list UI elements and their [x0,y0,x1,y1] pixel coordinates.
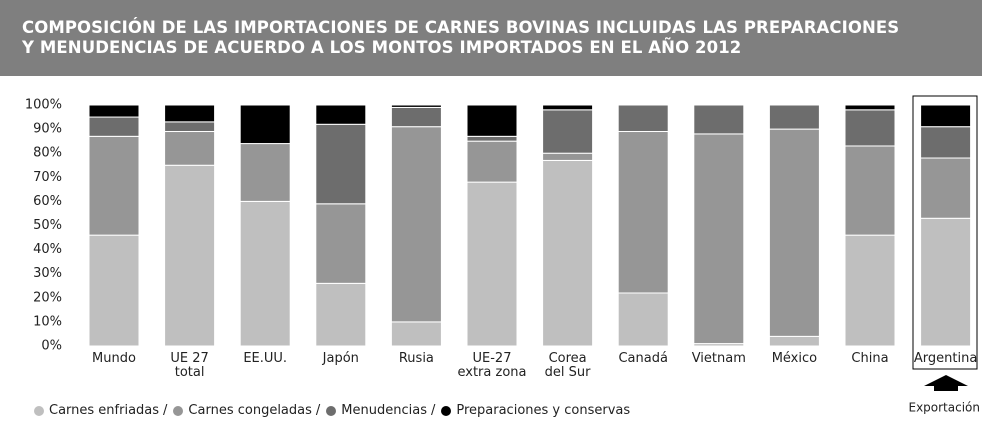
x-tick-label: UE 27 total [170,351,209,380]
legend-label: Carnes enfriadas [49,403,160,418]
legend-separator: / [163,403,168,418]
bar-segment [164,131,216,166]
x-tick-label: UE-27 extra zona [457,351,527,380]
bar-segment [239,104,291,145]
bar-segment [239,200,291,347]
y-tick-label: 90% [33,122,62,137]
bar-segment [617,131,669,294]
x-tick-label: México [771,351,818,366]
bar-segment [542,109,594,154]
bar-segment [164,121,216,133]
legend-label: Preparaciones y conservas [456,403,631,418]
bar-segment [88,135,140,236]
bar-segment [466,140,518,183]
bar-segment [315,282,367,347]
legend-label: Menudencias [341,403,427,418]
x-tick-label: Corea del Sur [544,351,591,380]
bar-segment [466,135,518,142]
bar-segment [920,126,972,159]
bar-segment [768,104,820,130]
bar-segment [88,104,140,118]
annotation: Exportación [908,401,980,415]
bar-segment [768,335,820,347]
bar-segment [390,321,442,347]
bar-segment [390,104,442,108]
legend-separator: / [315,403,321,418]
bar-segment [844,234,896,347]
bar-segment [617,104,669,133]
bar-segment [315,104,367,125]
y-tick-label: 10% [33,314,62,329]
y-tick-label: 70% [33,170,62,185]
bar-segment [88,116,140,137]
chart-title: COMPOSICIÓN DE LAS IMPORTACIONES DE CARN… [22,18,900,57]
x-tick-label: Japón [322,351,359,366]
legend-swatch [173,405,184,416]
bar-segment [164,104,216,123]
bar-segment [315,123,367,205]
title-banner: COMPOSICIÓN DE LAS IMPORTACIONES DE CARN… [0,0,982,76]
y-tick-label: 80% [33,146,62,161]
x-tick-label: Vietnam [691,351,746,366]
bar-segment [844,104,896,111]
x-tick-label: EE.UU. [243,351,288,366]
y-tick-label: 30% [33,266,62,281]
bar-segment [88,234,140,347]
bar-segment [920,217,972,347]
bar-segment [164,164,216,347]
x-tick-label: Argentina [913,351,978,366]
bar-segment [542,159,594,347]
x-tick-label: China [851,351,889,366]
bar-segment [315,203,367,284]
bar-segment [768,128,820,337]
legend-swatch [326,405,337,416]
bar-segment [693,133,745,345]
bar-segment [920,157,972,219]
legend-label: Carnes congeladas [188,403,312,418]
x-tick-label: Canadá [618,351,668,366]
legend-swatch [34,405,44,416]
y-tick-label: 50% [33,218,62,233]
legend-swatch [441,405,452,416]
bar-segment [542,152,594,161]
bar-segment [844,109,896,147]
bar-segment [920,104,972,128]
bar-segment [390,106,442,128]
highlight-box [912,95,978,370]
bar-segment [466,104,518,137]
y-tick-label: 40% [33,242,62,257]
bar-segment [617,292,669,347]
bar-segment [542,104,594,111]
y-tick-label: 20% [33,290,62,305]
y-tick-label: 100% [25,98,62,113]
y-tick-label: 60% [33,194,62,209]
x-tick-label: Rusia [398,351,434,366]
bar-segment [693,104,745,135]
x-tick-label: Mundo [92,351,136,366]
bar-segment [466,181,518,347]
bar-segment [239,143,291,202]
legend: Carnes enfriadas / Carnes congeladas / Menud… [34,403,630,418]
legend-separator: / [430,403,436,418]
bar-segment [844,145,896,236]
bar-segment [390,126,442,323]
y-tick-label: 0% [41,339,62,354]
arrow [924,375,968,391]
